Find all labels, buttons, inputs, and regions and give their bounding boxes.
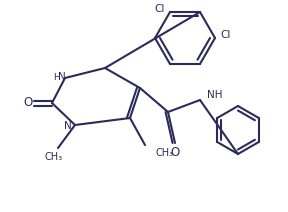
Text: Cl: Cl: [155, 4, 165, 14]
Text: NH: NH: [207, 90, 223, 100]
Text: CH₃: CH₃: [45, 152, 63, 162]
Text: O: O: [170, 145, 180, 159]
Text: Cl: Cl: [220, 30, 230, 40]
Text: N: N: [64, 121, 72, 131]
Text: O: O: [23, 96, 33, 110]
Text: H: H: [53, 73, 59, 81]
Text: CH₃: CH₃: [155, 148, 173, 158]
Text: N: N: [58, 72, 66, 82]
